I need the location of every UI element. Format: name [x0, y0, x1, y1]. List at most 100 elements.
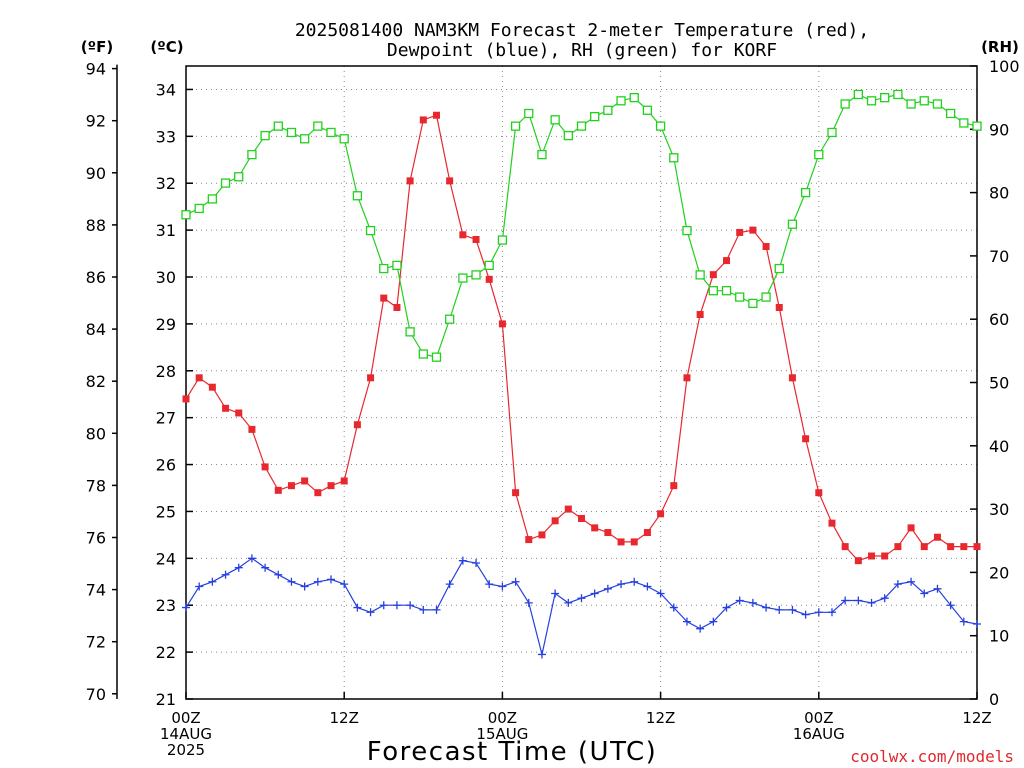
- data-point-temperature: [815, 489, 823, 497]
- data-point-dewpoint: [340, 580, 349, 589]
- y-tick-label-rh: 50: [989, 374, 1009, 393]
- data-point-rh: [207, 194, 218, 204]
- data-point-rh: [603, 105, 613, 115]
- data-point-rh: [655, 121, 666, 131]
- data-point-dewpoint: [195, 582, 204, 591]
- data-point-temperature: [538, 531, 546, 539]
- data-point-rh: [945, 108, 956, 119]
- y-tick-label-celsius: 31: [156, 221, 176, 240]
- y-tick-label-celsius: 34: [156, 80, 176, 99]
- data-point-rh: [906, 99, 916, 109]
- data-point-dewpoint: [300, 582, 309, 591]
- data-point-dewpoint: [617, 580, 626, 589]
- data-point-dewpoint: [366, 608, 375, 617]
- data-point-dewpoint: [775, 605, 784, 614]
- data-point-temperature: [788, 374, 796, 382]
- series-dewpoint: [182, 554, 981, 659]
- y-tick-label-fahrenheit: 78: [86, 476, 106, 495]
- data-point-rh: [629, 93, 639, 103]
- data-point-dewpoint: [537, 650, 546, 659]
- x-tick-label: 16AUG: [793, 725, 845, 743]
- y-tick-label-celsius: 32: [156, 174, 176, 193]
- data-point-rh: [352, 191, 363, 201]
- data-point-temperature: [670, 482, 678, 490]
- series-rh: [181, 89, 982, 362]
- x-tick-label: 00Z: [804, 709, 833, 727]
- data-point-dewpoint: [590, 589, 599, 598]
- data-point-temperature: [182, 395, 190, 403]
- data-point-rh: [365, 225, 376, 236]
- data-point-temperature: [907, 524, 915, 532]
- data-point-rh: [550, 115, 560, 125]
- data-point-rh: [339, 134, 349, 144]
- data-point-temperature: [353, 421, 361, 429]
- data-point-temperature: [841, 543, 849, 551]
- data-point-temperature: [960, 543, 968, 551]
- data-point-temperature: [604, 529, 612, 537]
- data-point-rh: [827, 127, 837, 138]
- data-point-temperature: [459, 231, 467, 239]
- chart-title-line-2: Dewpoint (blue), RH (green) for KORF: [387, 40, 777, 61]
- data-point-dewpoint: [735, 596, 744, 605]
- data-point-temperature: [709, 271, 717, 279]
- data-point-dewpoint: [392, 601, 401, 610]
- x-axis-label: Forecast Time (UTC): [367, 737, 658, 767]
- chart-axes: 70 72 74 76 78 80 82 84 86 88 90 92 94 21 22 23 24 25 26 27…: [86, 57, 1020, 759]
- data-point-dewpoint: [867, 598, 876, 607]
- data-point-rh: [405, 327, 415, 337]
- data-point-rh: [471, 270, 481, 280]
- data-point-temperature: [551, 517, 559, 525]
- x-tick-label: 00Z: [171, 709, 200, 727]
- data-point-temperature: [525, 536, 533, 544]
- data-point-temperature: [222, 404, 230, 412]
- y-tick-label-rh: 10: [989, 627, 1009, 646]
- data-point-temperature: [854, 557, 862, 565]
- y-tick-label-fahrenheit: 80: [86, 424, 106, 443]
- x-tick-label: 12Z: [646, 709, 675, 727]
- data-point-rh: [761, 292, 771, 302]
- data-point-dewpoint: [801, 610, 810, 619]
- data-point-dewpoint: [907, 577, 916, 586]
- data-point-rh: [563, 130, 573, 141]
- y-tick-label-fahrenheit: 88: [86, 216, 106, 235]
- x-tick-label: 2025: [167, 741, 205, 759]
- data-point-temperature: [261, 463, 269, 471]
- x-tick-label: 14AUG: [160, 725, 212, 743]
- y-tick-label-celsius: 26: [156, 456, 176, 475]
- data-point-rh: [379, 263, 389, 274]
- data-point-dewpoint: [472, 559, 481, 568]
- data-point-dewpoint: [551, 589, 560, 598]
- data-point-temperature: [802, 435, 810, 443]
- data-point-temperature: [630, 538, 638, 546]
- data-point-dewpoint: [247, 554, 256, 563]
- data-point-dewpoint: [498, 582, 507, 591]
- y-tick-label-celsius: 33: [156, 127, 176, 146]
- data-point-dewpoint: [893, 580, 902, 589]
- data-point-dewpoint: [959, 617, 968, 626]
- data-point-rh: [669, 153, 679, 163]
- data-point-dewpoint: [827, 608, 836, 617]
- chart-gridlines: [186, 66, 977, 699]
- data-point-dewpoint: [762, 603, 771, 612]
- data-point-rh: [220, 178, 231, 188]
- data-point-rh: [194, 203, 204, 214]
- data-point-dewpoint: [287, 577, 296, 586]
- data-point-temperature: [248, 425, 256, 433]
- data-point-temperature: [749, 226, 757, 234]
- chart-title-line-1: 2025081400 NAM3KM Forecast 2-meter Tempe…: [295, 20, 869, 41]
- data-point-rh: [682, 225, 692, 236]
- data-point-rh: [814, 149, 824, 160]
- data-point-dewpoint: [788, 605, 797, 614]
- y-tick-label-rh: 60: [989, 310, 1009, 329]
- data-point-rh: [458, 273, 468, 283]
- data-point-dewpoint: [419, 605, 428, 614]
- data-point-dewpoint: [682, 617, 691, 626]
- data-point-temperature: [419, 116, 427, 124]
- y-tick-label-celsius: 21: [156, 690, 176, 709]
- y-tick-label-rh: 40: [989, 437, 1009, 456]
- data-point-rh: [853, 89, 863, 100]
- data-point-temperature: [723, 257, 731, 265]
- data-point-dewpoint: [709, 617, 718, 626]
- data-point-dewpoint: [182, 603, 190, 612]
- data-point-rh: [866, 96, 877, 106]
